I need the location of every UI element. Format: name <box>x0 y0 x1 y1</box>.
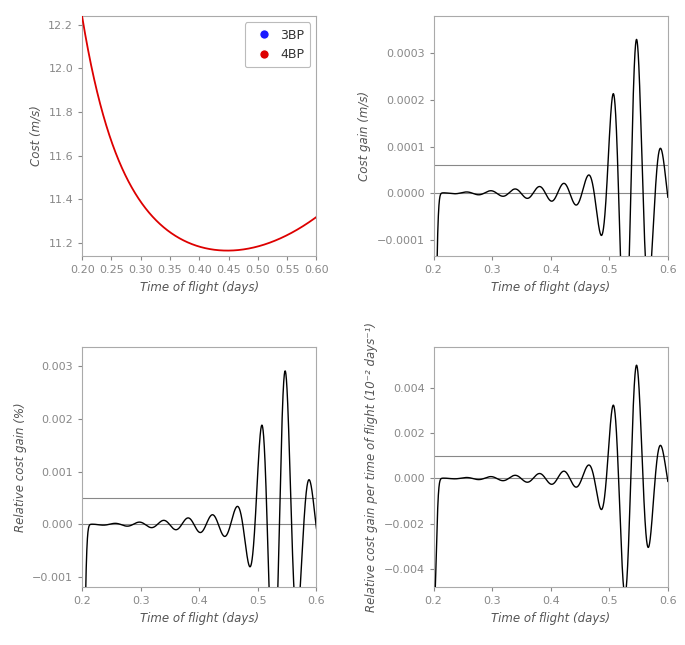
Y-axis label: Relative cost gain (%): Relative cost gain (%) <box>14 402 27 532</box>
X-axis label: Time of flight (days): Time of flight (days) <box>140 611 259 624</box>
Y-axis label: Relative cost gain per time of flight (10⁻² days⁻¹): Relative cost gain per time of flight (1… <box>365 322 378 612</box>
Legend: 3BP, 4BP: 3BP, 4BP <box>245 23 310 67</box>
Y-axis label: Cost (m/s): Cost (m/s) <box>29 106 42 166</box>
X-axis label: Time of flight (days): Time of flight (days) <box>491 281 610 293</box>
X-axis label: Time of flight (days): Time of flight (days) <box>140 281 259 293</box>
X-axis label: Time of flight (days): Time of flight (days) <box>491 611 610 624</box>
Y-axis label: Cost gain (m/s): Cost gain (m/s) <box>358 91 371 181</box>
